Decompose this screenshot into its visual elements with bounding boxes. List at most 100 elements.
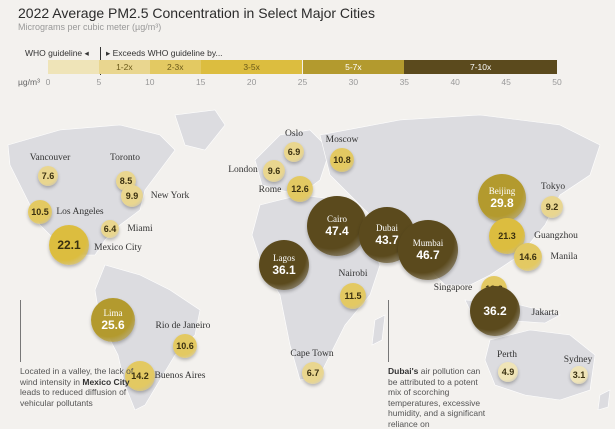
city-label-rome: Rome [258,185,282,195]
city-bubble-lima[interactable]: Lima 25.6 [91,298,135,342]
city-label-tokyo: Tokyo [540,182,566,192]
city-bubble-mexico-city[interactable]: 22.1 [49,225,89,265]
city-name: Beijing [488,186,516,196]
city-bubble-tokyo[interactable]: 9.2 [541,196,563,218]
city-value: 9.9 [125,191,139,201]
city-value: 6.9 [287,147,301,157]
city-value: 25.6 [101,318,125,332]
city-value: 9.2 [545,202,559,212]
city-bubble-cairo[interactable]: Cairo 47.4 [307,196,367,256]
city-bubble-manila[interactable]: 14.6 [514,243,542,271]
city-value: 4.9 [501,367,515,377]
mexico-city-note: Located in a valley, the lack of wind in… [20,366,134,408]
city-bubble-moscow[interactable]: 10.8 [330,148,354,172]
city-value: 10.5 [31,207,49,217]
city-label-mexico-city: Mexico City [94,243,142,253]
city-label-cape-town: Cape Town [290,349,334,359]
city-bubble-new-york[interactable]: 9.9 [121,185,143,207]
city-label-jakarta: Jakarta [531,308,559,318]
city-label-new-york: New York [150,191,190,201]
city-value: 10.6 [176,341,194,351]
legend-band: 2-3x [149,60,201,74]
city-label-buenos-aires: Buenos Aires [154,371,206,381]
greenland [174,109,226,151]
legend-band: 5-7x [302,60,405,74]
dubai-note: Dubai's air pollution can be attributed … [388,366,486,429]
city-bubble-vancouver[interactable]: 7.6 [38,166,58,186]
city-label-moscow: Moscow [325,135,359,145]
city-value: 43.7 [375,233,399,247]
city-label-london: London [228,165,258,175]
chart-title: 2022 Average PM2.5 Concentration in Sele… [18,5,375,21]
city-bubble-miami[interactable]: 6.4 [101,220,119,238]
legend-band: 3-5x [200,60,303,74]
new-zealand [597,389,611,410]
city-label-los-angeles: Los Angeles [56,207,104,217]
legend-tick: 50 [552,77,562,87]
legend-tick: 45 [501,77,511,87]
city-bubble-rio-de-janeiro[interactable]: 10.6 [173,334,197,358]
legend-tick: 10 [145,77,155,87]
legend-band [48,60,99,74]
city-label-guangzhou: Guangzhou [534,231,578,241]
city-value: 7.6 [41,171,55,181]
city-bubble-buenos-aires[interactable]: 14.2 [125,361,155,391]
city-value: 10.8 [333,155,351,165]
city-label-sydney: Sydney [563,355,593,365]
city-bubble-lagos[interactable]: Lagos 36.1 [259,240,309,290]
city-label-nairobi: Nairobi [338,269,368,279]
city-bubble-london[interactable]: 9.6 [263,160,285,182]
city-name: Dubai [376,223,398,233]
legend-tick: 30 [348,77,359,87]
city-value: 21.3 [498,231,516,241]
city-label-oslo: Oslo [285,129,303,139]
madagascar [371,314,386,346]
city-name: Lagos [273,253,295,263]
city-label-miami: Miami [127,224,153,234]
city-label-toronto: Toronto [110,153,140,163]
city-value: 46.7 [416,248,440,262]
legend-tick: 25 [297,77,308,87]
city-bubble-cape-town[interactable]: 6.7 [302,362,324,384]
city-name: Cairo [327,214,347,224]
city-bubble-sydney[interactable]: 3.1 [570,366,588,384]
city-bubble-perth[interactable]: 4.9 [498,362,518,382]
legend-band: 1-2x [98,60,150,74]
city-value: 9.6 [267,166,281,176]
city-label-manila: Manila [550,252,578,262]
city-name: Lima [103,308,123,318]
city-value: 6.4 [103,224,117,234]
legend-unit: µg/m³ [18,77,40,87]
exceeds-label: ▸ Exceeds WHO guideline by... [106,48,223,58]
city-value: 12.6 [291,184,309,194]
legend-tick: 0 [45,77,51,87]
city-bubble-nairobi[interactable]: 11.5 [340,283,366,309]
legend-tick: 5 [96,77,102,87]
city-bubble-beijing[interactable]: Beijing 29.8 [478,174,526,222]
legend-tick: 15 [195,77,206,87]
city-value: 3.1 [572,370,586,380]
city-bubble-oslo[interactable]: 6.9 [284,142,304,162]
city-value: 6.7 [306,368,320,378]
city-name: Mumbai [412,238,444,248]
city-bubble-los-angeles[interactable]: 10.5 [28,200,52,224]
australia [484,329,596,401]
city-value: 14.2 [131,371,149,381]
city-value: 29.8 [490,196,514,210]
city-bubble-jakarta[interactable]: 36.2 [470,286,520,336]
city-bubble-mumbai[interactable]: Mumbai 46.7 [398,220,458,280]
legend-tick: 20 [246,77,257,87]
city-bubble-rome[interactable]: 12.6 [287,176,313,202]
city-label-rio-de-janeiro: Rio de Janeiro [155,321,211,331]
city-value: 8.5 [119,176,133,186]
north-america [7,124,176,256]
legend-tick: 35 [399,77,410,87]
city-value: 14.6 [519,252,537,262]
city-label-perth: Perth [496,350,518,360]
mexico-note-line [20,300,21,362]
city-label-singapore: Singapore [433,283,473,293]
legend-band: 7-10x [404,60,557,74]
legend-tick: 40 [450,77,460,87]
city-label-vancouver: Vancouver [29,153,71,163]
who-guideline-label: WHO guideline ◂ [25,48,89,58]
